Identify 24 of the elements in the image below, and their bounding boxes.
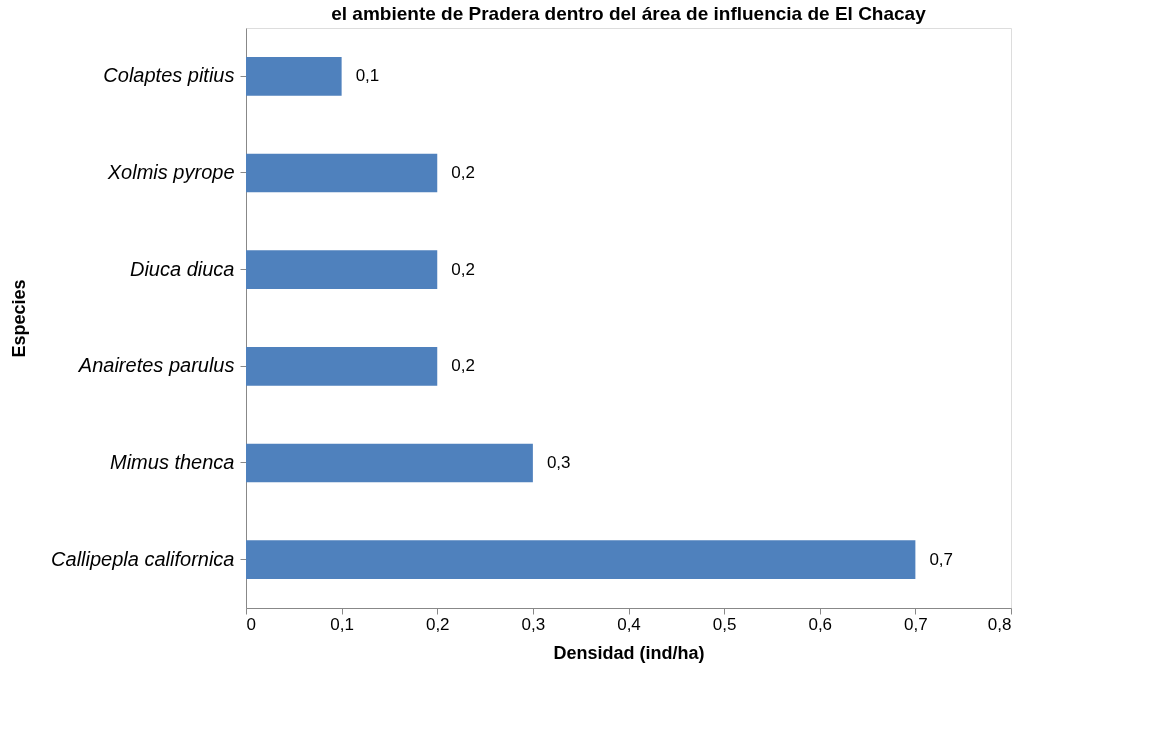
x-tick-label: 0,5	[712, 614, 737, 634]
x-tick-label: 0,6	[808, 614, 833, 634]
x-tick-label: 0	[246, 614, 256, 634]
x-tick-label: 0,7	[904, 614, 928, 634]
x-tick-label: 0,3	[521, 614, 546, 634]
y-axis-title: Especies	[9, 279, 30, 358]
x-axis-title: Densidad (ind/ha)	[553, 642, 705, 663]
data-label: 0,2	[451, 163, 475, 182]
y-tick-label: Mimus thenca	[110, 451, 235, 473]
data-label: 0,7	[929, 549, 954, 569]
x-tick-label: 0,1	[330, 614, 354, 634]
data-label: 0,2	[451, 356, 475, 376]
y-tick-label: Anairetes parulus	[77, 354, 235, 377]
data-label: 0,1	[355, 66, 380, 86]
chart-title: el ambiente de Pradera dentro del área de influencia de El Chacay	[331, 3, 927, 24]
data-label: 0,3	[546, 453, 571, 472]
y-tick-label: Diuca diuca	[129, 257, 235, 280]
x-tick-label: 0,2	[425, 614, 450, 634]
y-tick-label: Callipepla californica	[51, 547, 235, 570]
x-tick-label: 0,8	[987, 614, 1012, 634]
y-tick-label: Colaptes pitius	[103, 64, 235, 87]
y-tick-label: Xolmis pyrope	[106, 161, 235, 183]
data-label: 0,2	[451, 259, 475, 279]
x-tick-label: 0,4	[617, 614, 641, 634]
